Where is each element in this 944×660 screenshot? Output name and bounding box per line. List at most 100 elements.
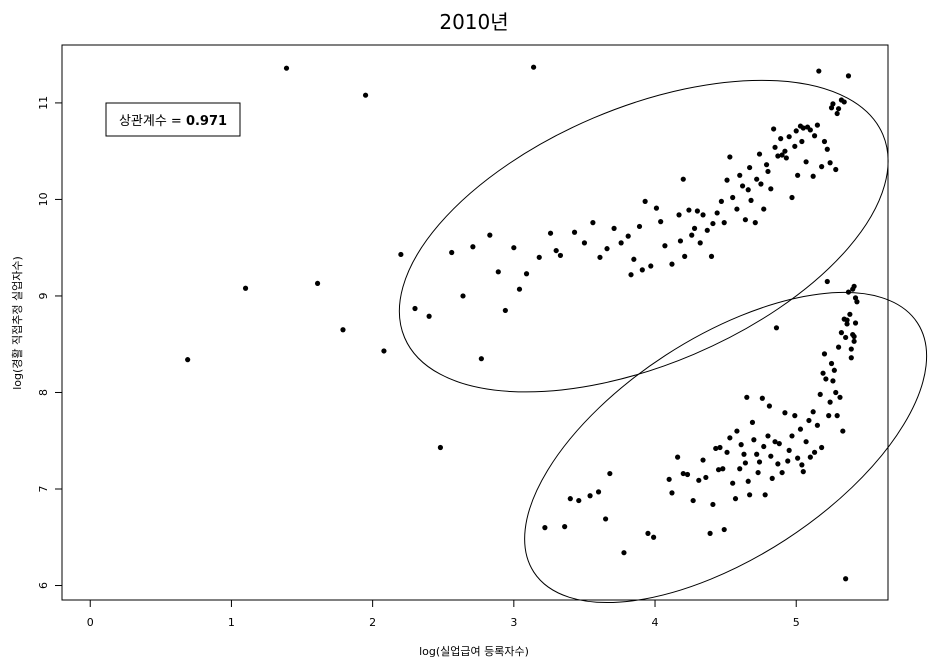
data-point	[734, 206, 740, 212]
data-point	[769, 475, 775, 481]
data-point	[827, 160, 833, 166]
data-point	[782, 148, 788, 154]
data-point	[603, 516, 609, 522]
data-point	[768, 186, 774, 192]
data-point	[362, 92, 369, 98]
data-point	[645, 530, 651, 537]
data-point	[587, 493, 593, 499]
data-point	[739, 183, 746, 189]
data-point	[516, 286, 523, 292]
data-point	[737, 466, 743, 472]
data-point	[283, 65, 290, 71]
data-point	[786, 134, 792, 140]
data-point	[449, 249, 455, 256]
data-point	[835, 344, 842, 350]
data-point	[734, 428, 740, 434]
data-point	[744, 394, 750, 400]
y-tick-label: 6	[37, 582, 50, 589]
data-point	[639, 267, 645, 273]
data-point	[426, 313, 432, 319]
data-point	[816, 68, 822, 74]
data-point	[185, 357, 191, 363]
data-point	[834, 413, 840, 419]
data-point	[690, 497, 696, 504]
data-point	[776, 441, 782, 447]
legend-frame	[105, 102, 241, 137]
data-point	[828, 360, 835, 367]
data-point	[827, 399, 833, 405]
data-point	[631, 256, 637, 262]
data-point	[754, 176, 760, 182]
data-point	[715, 467, 722, 473]
x-tick-label: 5	[793, 616, 800, 629]
data-point	[785, 458, 791, 464]
data-point	[675, 454, 681, 460]
data-point	[845, 73, 852, 79]
data-point	[772, 144, 778, 150]
data-point	[841, 99, 847, 105]
data-point	[848, 355, 854, 361]
data-point	[782, 410, 788, 416]
data-point	[775, 153, 781, 159]
data-point	[653, 205, 660, 211]
data-point	[697, 240, 703, 246]
data-point	[838, 330, 845, 336]
data-point	[710, 501, 716, 508]
data-point	[618, 240, 624, 246]
data-point	[571, 229, 578, 235]
data-point	[793, 128, 799, 134]
data-point	[677, 238, 684, 244]
data-point	[797, 426, 804, 432]
legend-label: 상관계수 =	[119, 114, 186, 129]
data-point	[847, 311, 853, 317]
data-point	[807, 127, 813, 133]
data-point	[765, 433, 771, 439]
data-point	[547, 230, 554, 236]
data-point	[412, 305, 418, 312]
data-point	[833, 166, 839, 173]
data-point	[800, 469, 806, 475]
data-point	[783, 155, 789, 161]
y-tick-label: 11	[37, 96, 50, 110]
data-point	[708, 253, 715, 259]
data-point	[747, 164, 753, 171]
y-tick-label: 9	[37, 292, 50, 299]
data-point	[713, 445, 719, 452]
data-point	[381, 348, 387, 354]
data-point	[852, 320, 859, 326]
data-point	[820, 370, 826, 376]
data-point	[576, 497, 582, 504]
data-point	[824, 278, 830, 285]
data-point	[810, 409, 816, 415]
y-tick-label: 7	[37, 486, 50, 493]
data-point	[680, 470, 686, 477]
data-point	[567, 496, 573, 502]
data-point	[845, 289, 852, 295]
data-point	[803, 159, 809, 165]
data-point	[756, 459, 763, 465]
data-point	[826, 413, 832, 419]
x-tick-label: 2	[369, 616, 376, 629]
data-point	[835, 106, 842, 112]
data-point	[536, 254, 542, 260]
data-point	[595, 489, 602, 495]
cluster-ellipses	[398, 79, 928, 604]
data-point	[803, 439, 809, 445]
x-tick-label: 3	[510, 616, 517, 629]
data-point	[834, 110, 840, 117]
data-point	[772, 439, 778, 445]
data-point	[542, 525, 548, 531]
data-point	[844, 317, 850, 323]
data-point	[765, 168, 771, 175]
data-point	[495, 269, 501, 275]
data-point	[800, 125, 806, 131]
legend-text: 상관계수 = 0.971	[119, 114, 227, 129]
data-point	[704, 227, 710, 233]
data-point	[748, 197, 754, 203]
correlation-value: 0.971	[186, 114, 227, 129]
data-point	[759, 395, 765, 401]
data-point	[773, 325, 780, 331]
data-point	[604, 246, 610, 252]
data-point	[821, 351, 828, 357]
data-point	[669, 490, 675, 496]
